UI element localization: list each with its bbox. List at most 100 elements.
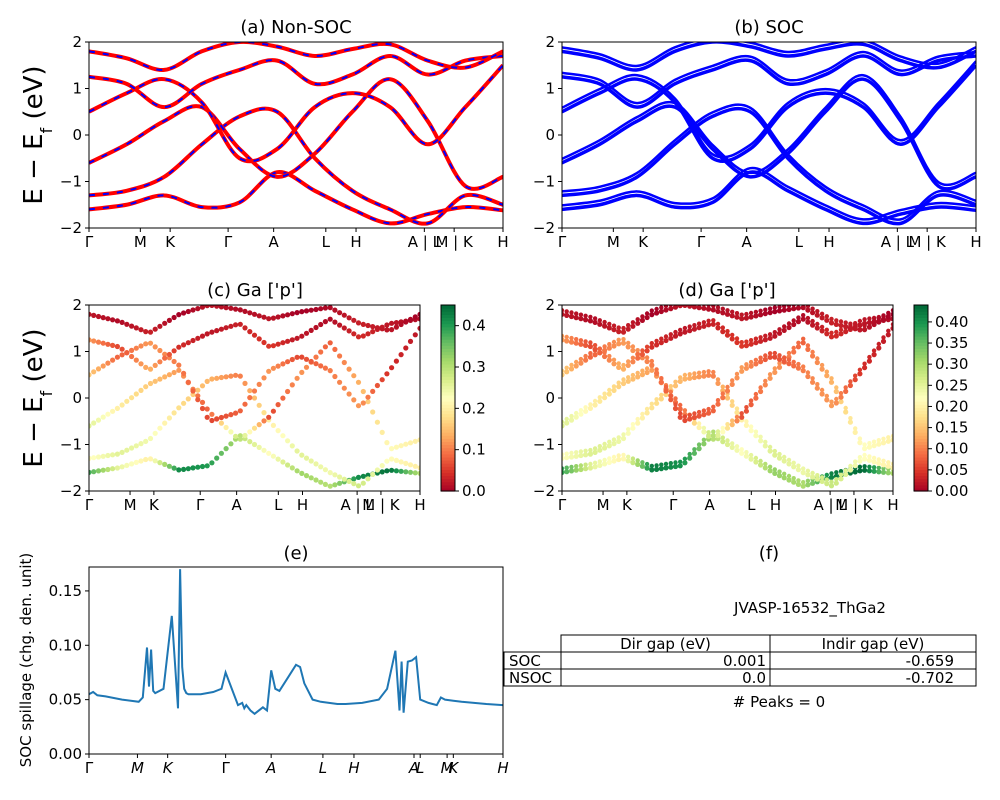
scatter-point-d-split xyxy=(744,419,749,424)
scatter-point-d xyxy=(587,465,594,471)
scatter-point-c xyxy=(185,396,191,402)
scatter-point-d-split xyxy=(767,332,773,337)
scatter-point-d xyxy=(658,466,664,472)
scatter-point-d xyxy=(606,357,612,363)
scatter-point-d xyxy=(729,336,735,342)
scatter-point-d xyxy=(701,323,707,329)
scatter-point-d-split xyxy=(654,306,659,312)
x-tick-label-b: H xyxy=(823,233,834,251)
scatter-point-d xyxy=(562,455,565,461)
scatter-point-c xyxy=(129,323,135,329)
scatter-point-d xyxy=(568,339,575,345)
scatter-point-c xyxy=(318,306,324,312)
scatter-point-d xyxy=(805,346,811,352)
colorbar-segment-d xyxy=(914,351,928,356)
scatter-point-c xyxy=(223,374,229,380)
scatter-point-c xyxy=(393,324,399,330)
scatter-point-c xyxy=(162,355,168,361)
scatter-point-d xyxy=(810,310,816,316)
scatter-point-d xyxy=(635,461,641,467)
scatter-point-d-split xyxy=(574,337,579,342)
colorbar-segment-d xyxy=(914,419,928,424)
y-tick-label-d: 0 xyxy=(545,389,555,407)
scatter-point-d xyxy=(810,474,816,480)
scatter-point-d-split xyxy=(682,456,688,461)
scatter-point-c xyxy=(166,372,172,378)
scatter-point-d-split xyxy=(607,321,612,327)
scatter-point-d-split xyxy=(824,314,829,319)
x-tick-label-c: H xyxy=(414,496,425,514)
colorbar-segment-d xyxy=(914,404,928,408)
scatter-point-d-split xyxy=(782,324,787,329)
scatter-point-d xyxy=(687,305,693,309)
scatter-point-d-split xyxy=(574,450,579,455)
scatter-point-d-split xyxy=(616,380,621,385)
scatter-point-d xyxy=(795,365,802,371)
scatter-point-c xyxy=(351,373,357,379)
scatter-point-d xyxy=(672,383,679,389)
scatter-point-c xyxy=(332,346,338,352)
scatter-point-c xyxy=(119,346,125,352)
scatter-point-c xyxy=(110,408,116,414)
scatter-point-d-split xyxy=(857,436,863,441)
scatter-point-d-split xyxy=(857,323,863,329)
scatter-point-d xyxy=(710,321,716,327)
band-line-b-split xyxy=(562,73,976,187)
scatter-point-d-split xyxy=(696,321,702,326)
scatter-point-d xyxy=(602,445,608,451)
scatter-point-c xyxy=(355,483,362,489)
colorbar-segment-d xyxy=(914,398,928,402)
scatter-point-d-split xyxy=(853,322,858,327)
scatter-point-d-split xyxy=(692,323,697,328)
scatter-point-d-split xyxy=(659,336,664,341)
scatter-point-d-split xyxy=(730,332,735,338)
scatter-point-d xyxy=(573,315,579,321)
scatter-point-c xyxy=(91,469,97,475)
scatter-point-d-split xyxy=(682,408,688,413)
scatter-point-c xyxy=(332,373,338,380)
scatter-point-c xyxy=(176,362,182,368)
scatter-point-d-split xyxy=(848,463,853,469)
scatter-point-d-split xyxy=(834,318,839,323)
table-row-border xyxy=(503,668,977,687)
scatter-point-c xyxy=(181,342,187,348)
scatter-point-c xyxy=(256,336,262,342)
scatter-point-d-split xyxy=(796,478,801,483)
band-line-b-split xyxy=(562,60,976,159)
scatter-point-c xyxy=(204,414,210,420)
scatter-point-d xyxy=(639,351,646,358)
scatter-point-d-split xyxy=(819,324,825,330)
scatter-point-c xyxy=(237,307,243,313)
scatter-point-d-split xyxy=(876,438,881,443)
scatter-point-d-split xyxy=(725,384,730,390)
colorbar-segment-d xyxy=(914,308,928,312)
scatter-point-d xyxy=(866,468,873,474)
scatter-point-d xyxy=(715,432,721,439)
scatter-point-d-split xyxy=(663,461,669,467)
scatter-point-c xyxy=(199,383,206,389)
scatter-point-d xyxy=(767,310,773,316)
scatter-point-c xyxy=(100,414,106,420)
axes-frame-e xyxy=(88,566,504,755)
scatter-point-d xyxy=(620,366,627,372)
y-tick-label-a: −2 xyxy=(60,219,82,237)
scatter-point-c xyxy=(398,443,404,449)
scatter-point-c xyxy=(195,335,201,341)
table-cell: -0.702 xyxy=(906,669,954,687)
scatter-point-d xyxy=(687,455,693,461)
scatter-point-d-split xyxy=(588,314,593,320)
scatter-point-d-split xyxy=(673,396,678,401)
colorbar-segment-d xyxy=(914,466,928,470)
scatter-point-c xyxy=(152,458,158,464)
scatter-point-d-split xyxy=(649,463,654,469)
scatter-point-d-split xyxy=(607,387,612,393)
scatter-point-c xyxy=(133,391,139,397)
scatter-point-c xyxy=(337,353,343,359)
scatter-point-d xyxy=(824,317,830,323)
x-tick-label-e: M xyxy=(441,759,454,777)
scatter-point-d-split xyxy=(562,333,565,339)
scatter-point-d xyxy=(568,454,575,460)
scatter-point-c xyxy=(237,436,243,442)
